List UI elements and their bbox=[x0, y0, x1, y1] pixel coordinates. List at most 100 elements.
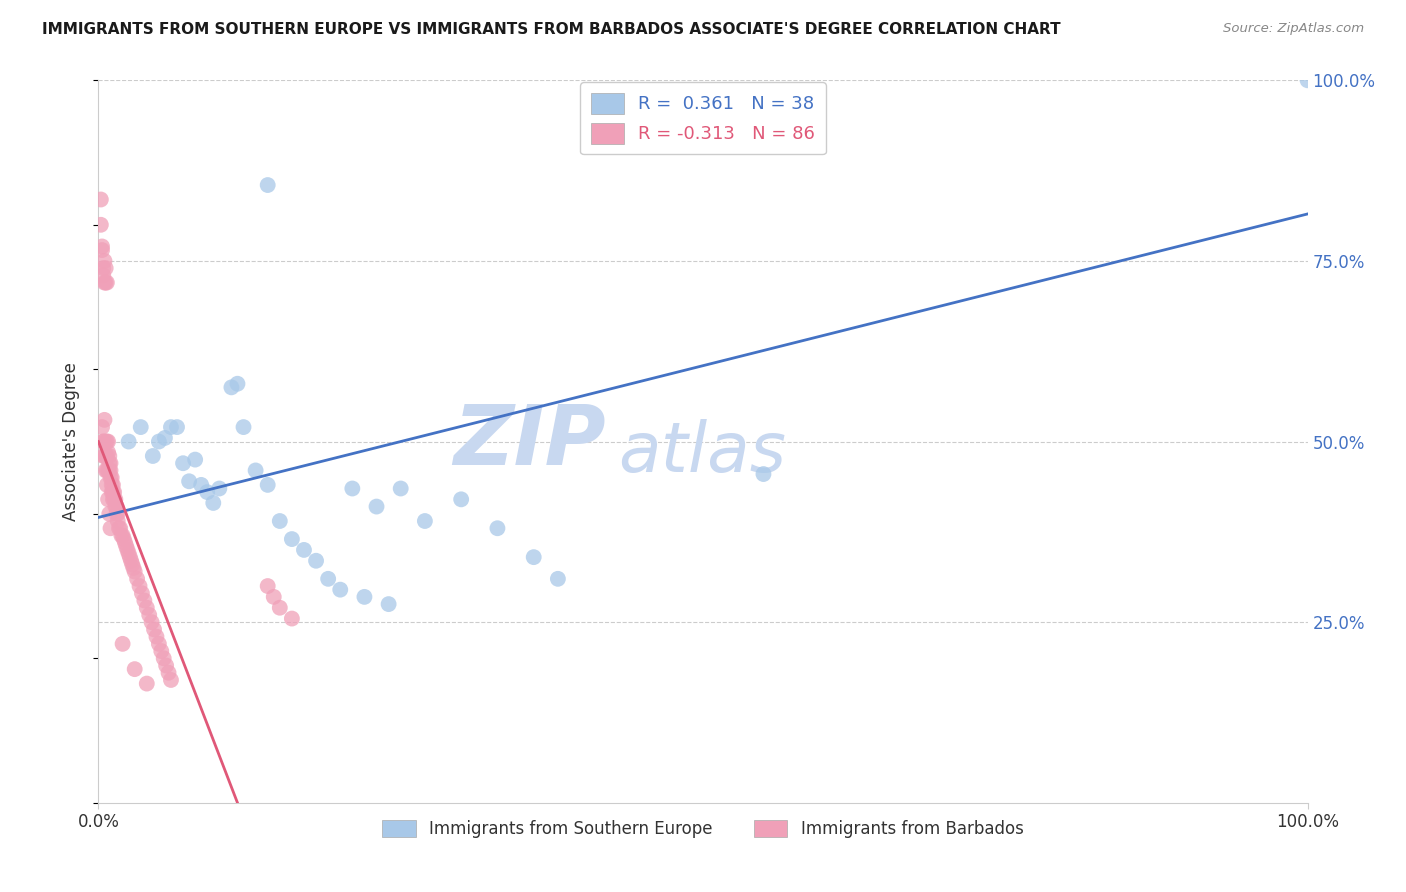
Point bbox=[96, 463, 118, 477]
Point bbox=[90, 193, 112, 207]
Point bbox=[100, 463, 122, 477]
Point bbox=[100, 521, 122, 535]
Point bbox=[134, 593, 156, 607]
Point bbox=[91, 268, 114, 283]
Point bbox=[263, 590, 285, 604]
Point bbox=[523, 550, 546, 565]
Point bbox=[118, 547, 141, 561]
Point bbox=[141, 615, 163, 630]
Point bbox=[547, 572, 569, 586]
Point bbox=[190, 478, 212, 492]
Point bbox=[103, 492, 125, 507]
Point bbox=[166, 420, 188, 434]
Point bbox=[269, 600, 291, 615]
Point bbox=[101, 478, 124, 492]
Point bbox=[97, 434, 120, 449]
Point bbox=[281, 611, 304, 625]
Legend: Immigrants from Southern Europe, Immigrants from Barbados: Immigrants from Southern Europe, Immigra… bbox=[375, 814, 1031, 845]
Point bbox=[105, 500, 128, 514]
Point bbox=[91, 434, 114, 449]
Point bbox=[486, 521, 509, 535]
Point bbox=[752, 467, 775, 481]
Point bbox=[93, 449, 115, 463]
Point bbox=[91, 434, 114, 449]
Point bbox=[94, 449, 117, 463]
Point bbox=[413, 514, 436, 528]
Point bbox=[105, 507, 128, 521]
Point bbox=[101, 492, 124, 507]
Point bbox=[138, 607, 160, 622]
Point bbox=[104, 500, 127, 514]
Point bbox=[184, 452, 207, 467]
Point bbox=[152, 651, 174, 665]
Point bbox=[281, 532, 304, 546]
Point bbox=[91, 420, 114, 434]
Point bbox=[94, 276, 117, 290]
Point bbox=[93, 253, 115, 268]
Point bbox=[100, 478, 122, 492]
Point bbox=[122, 561, 145, 575]
Point bbox=[150, 644, 173, 658]
Point bbox=[98, 449, 121, 463]
Point bbox=[98, 507, 121, 521]
Point bbox=[148, 434, 170, 449]
Point bbox=[96, 434, 118, 449]
Point bbox=[93, 413, 115, 427]
Point bbox=[127, 572, 149, 586]
Point bbox=[120, 554, 142, 568]
Point bbox=[202, 496, 225, 510]
Text: ZIP: ZIP bbox=[454, 401, 606, 482]
Point bbox=[112, 532, 135, 546]
Point bbox=[94, 261, 117, 276]
Point bbox=[96, 478, 118, 492]
Point bbox=[269, 514, 291, 528]
Point bbox=[245, 463, 267, 477]
Point bbox=[118, 434, 141, 449]
Point bbox=[117, 542, 139, 557]
Point bbox=[129, 420, 152, 434]
Text: Source: ZipAtlas.com: Source: ZipAtlas.com bbox=[1223, 22, 1364, 36]
Point bbox=[155, 658, 177, 673]
Point bbox=[143, 623, 166, 637]
Point bbox=[103, 485, 125, 500]
Point bbox=[342, 482, 364, 496]
Point bbox=[256, 478, 278, 492]
Point bbox=[142, 449, 165, 463]
Point bbox=[256, 579, 278, 593]
Point bbox=[96, 449, 118, 463]
Point bbox=[124, 565, 146, 579]
Point bbox=[91, 449, 114, 463]
Point bbox=[135, 676, 157, 690]
Point bbox=[366, 500, 388, 514]
Point bbox=[91, 239, 114, 253]
Point bbox=[100, 456, 122, 470]
Y-axis label: Associate's Degree: Associate's Degree bbox=[62, 362, 80, 521]
Point bbox=[108, 521, 131, 535]
Point bbox=[316, 572, 339, 586]
Point bbox=[128, 579, 150, 593]
Point bbox=[118, 550, 141, 565]
Point bbox=[107, 514, 129, 528]
Text: atlas: atlas bbox=[619, 419, 786, 486]
Point bbox=[104, 492, 127, 507]
Point bbox=[115, 539, 138, 553]
Point bbox=[124, 662, 146, 676]
Point bbox=[90, 218, 112, 232]
Point bbox=[389, 482, 412, 496]
Point bbox=[121, 558, 143, 572]
Point bbox=[377, 597, 399, 611]
Point bbox=[221, 380, 243, 394]
Point bbox=[148, 637, 170, 651]
Point bbox=[195, 485, 218, 500]
Point bbox=[91, 261, 114, 276]
Point bbox=[94, 463, 117, 477]
Point bbox=[1296, 73, 1319, 87]
Point bbox=[179, 475, 201, 489]
Point bbox=[100, 485, 122, 500]
Point bbox=[145, 630, 167, 644]
Point bbox=[97, 445, 120, 459]
Point bbox=[305, 554, 328, 568]
Point bbox=[94, 434, 117, 449]
Point bbox=[98, 463, 121, 477]
Point bbox=[131, 586, 153, 600]
